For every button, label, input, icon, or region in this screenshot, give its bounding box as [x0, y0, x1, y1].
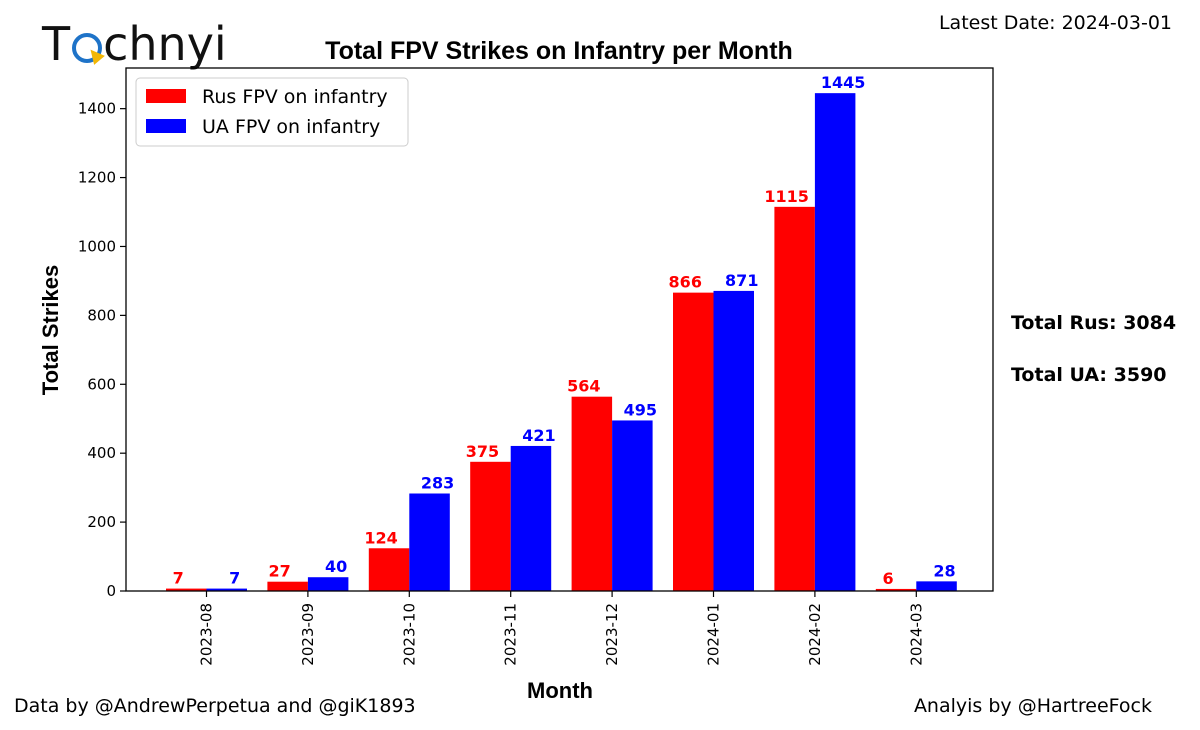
x-axis: 2023-08 2023-09 2023-10 2023-11 2023-12 2024-…	[198, 591, 925, 666]
data-label-ua-2023-10: 283	[421, 473, 454, 492]
bar-rus-2023-12	[571, 396, 613, 591]
bar-rus-2024-01	[673, 292, 714, 591]
y-tick-label: 1000	[78, 237, 116, 255]
x-tick-label-2023-09: 2023-09	[299, 603, 317, 666]
bar-rus-2023-10	[368, 548, 410, 591]
logo-cursor-icon	[72, 33, 103, 63]
bar-ua-2023-10	[409, 493, 450, 591]
logo-text-end: chnyi	[103, 17, 227, 71]
x-tick-label-2023-08: 2023-08	[198, 603, 216, 666]
data-label-rus-2023-09: 27	[269, 562, 291, 581]
bar-rus-2024-02	[774, 206, 815, 592]
x-tick-label-2023-10: 2023-10	[400, 603, 418, 666]
data-label-rus-2023-10: 124	[364, 528, 397, 547]
data-label-ua-2024-03: 28	[933, 561, 955, 580]
data-label-ua-2023-08: 7	[229, 569, 240, 588]
bar-rus-2023-08	[166, 588, 207, 591]
total-ua: Total UA: 3590	[1011, 364, 1167, 386]
y-tick-label: 400	[87, 444, 116, 462]
bars-group	[166, 93, 957, 592]
legend-swatch-ua	[146, 119, 186, 133]
data-label-ua-2023-11: 421	[522, 426, 555, 445]
data-label-rus-2023-12: 564	[567, 377, 600, 396]
data-label-rus-2023-08: 7	[173, 569, 184, 588]
bar-rus-2024-03	[875, 588, 917, 591]
data-labels-group: 7 7 27 40 124 283 375 421 564 495 866 871 1115 1445 6 2…	[173, 73, 956, 588]
data-label-ua-2023-09: 40	[325, 557, 347, 576]
data-label-rus-2023-11: 375	[466, 442, 499, 461]
x-tick-label-2023-12: 2023-12	[603, 603, 621, 666]
bar-ua-2023-09	[307, 577, 349, 591]
analysis-credit: Analyis by @HartreeFock	[913, 695, 1152, 717]
bar-ua-2024-01	[713, 290, 754, 591]
total-rus: Total Rus: 3084	[1011, 312, 1177, 334]
bar-ua-2024-02	[814, 93, 856, 592]
data-label-ua-2024-01: 871	[725, 271, 758, 290]
data-label-ua-2024-02: 1445	[821, 73, 866, 92]
y-tick-label: 0	[106, 582, 116, 600]
logo-text-start: T	[42, 17, 71, 71]
x-tick-label-2024-01: 2024-01	[705, 603, 723, 666]
bar-ua-2023-12	[612, 420, 653, 591]
legend: Rus FPV on infantry UA FPV on infantry	[135, 77, 409, 147]
y-tick-label: 600	[87, 375, 116, 393]
bar-rus-2023-11	[470, 461, 511, 591]
y-tick-label: 800	[87, 306, 116, 324]
plot-frame	[125, 67, 994, 592]
y-tick-label: 1400	[78, 100, 116, 118]
data-label-rus-2024-03: 6	[882, 569, 893, 588]
latest-date: Latest Date: 2024-03-01	[938, 12, 1172, 34]
bar-rus-2023-09	[267, 581, 308, 591]
bar-ua-2023-11	[510, 445, 552, 591]
bar-ua-2023-08	[206, 588, 247, 591]
y-tick-label: 1200	[78, 169, 116, 187]
y-axis-label: Total Strikes	[38, 265, 63, 395]
x-tick-label-2023-11: 2023-11	[502, 603, 520, 666]
legend-label-ua: UA FPV on infantry	[202, 116, 380, 138]
legend-box	[135, 77, 409, 147]
data-label-rus-2024-01: 866	[669, 273, 702, 292]
x-axis-label: Month	[527, 678, 593, 703]
y-tick-label: 200	[87, 513, 116, 531]
data-label-rus-2024-02: 1115	[764, 187, 809, 206]
chart-title: Total FPV Strikes on Infantry per Month	[325, 37, 793, 65]
bar-ua-2024-03	[916, 581, 957, 591]
legend-swatch-rus	[146, 89, 186, 103]
data-credit: Data by @AndrewPerpetua and @giK1893	[14, 695, 416, 717]
x-tick-label-2024-02: 2024-02	[806, 603, 824, 666]
data-label-ua-2023-12: 495	[624, 400, 657, 419]
legend-label-rus: Rus FPV on infantry	[202, 86, 388, 108]
x-tick-label-2024-03: 2024-03	[907, 603, 925, 666]
y-axis: 0 200 400 600 800 1000 1200 1400	[78, 100, 126, 600]
